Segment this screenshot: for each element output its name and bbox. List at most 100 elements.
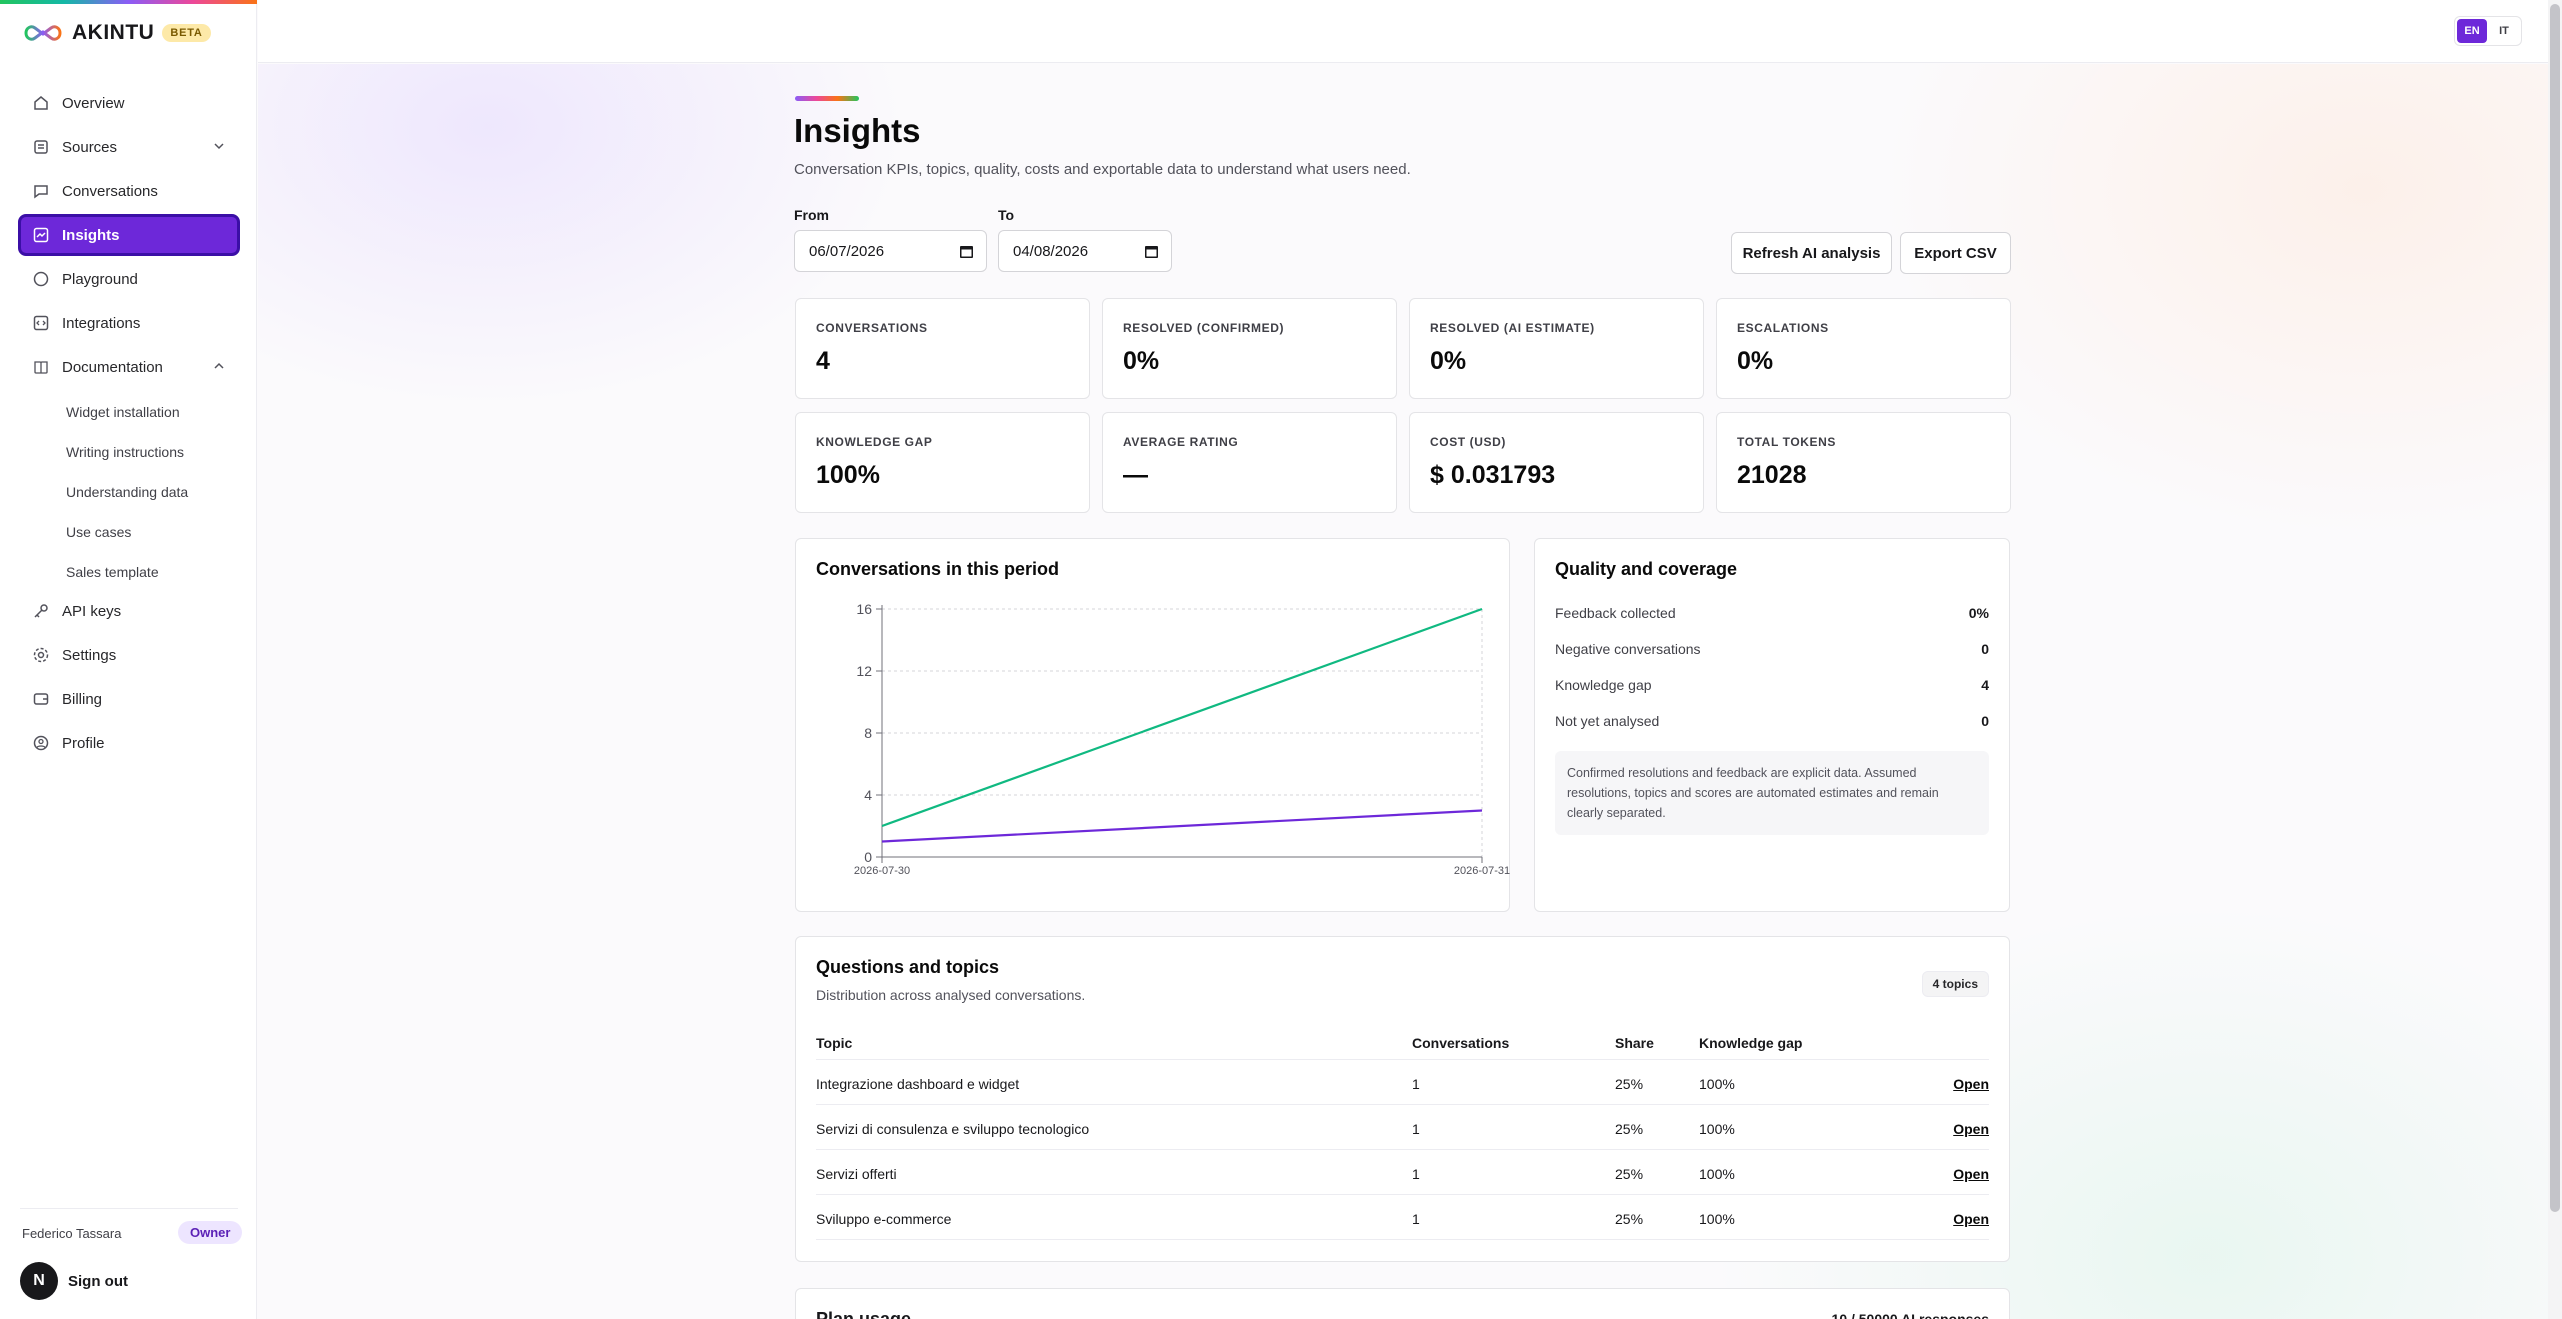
topic-share: 25% (1615, 1211, 1644, 1227)
sidebar-item-billing[interactable]: Billing (20, 680, 238, 718)
sidebar: AKINTU BETA Overview Sources Conversatio… (0, 0, 257, 1319)
open-topic-link[interactable]: Open (1953, 1076, 1989, 1092)
language-switcher: EN IT (2454, 16, 2522, 46)
kpi-card-escalations: Escalations 0% (1716, 298, 2011, 399)
sidebar-item-label: Billing (62, 690, 103, 708)
kpi-card-conversations: Conversations 4 (795, 298, 1090, 399)
sidebar-item-label: Documentation (62, 358, 163, 376)
topic-knowledge-gap: 100% (1699, 1211, 1735, 1227)
message-circle-icon (32, 270, 50, 288)
topic-name: Servizi offerti (816, 1166, 897, 1182)
quality-row-value: 4 (1981, 677, 1989, 693)
x-tick-label: 2026-07-31 (1454, 865, 1510, 877)
quality-row-label: Negative conversations (1555, 641, 1701, 657)
plan-usage-count: 10 / 50000 AI responses (1831, 1311, 1989, 1319)
sidebar-item-sources[interactable]: Sources (20, 128, 238, 166)
brand-name: AKINTU (72, 21, 155, 44)
topic-share: 25% (1615, 1121, 1644, 1137)
topic-name: Integrazione dashboard e widget (816, 1076, 1020, 1092)
topic-knowledge-gap: 100% (1699, 1121, 1735, 1137)
from-date-input[interactable]: 06/07/2026 (794, 230, 987, 272)
chevron-up-icon[interactable] (212, 359, 226, 373)
conversations-chart-card: Conversations in this period 0 4 8 12 16 2026… (795, 538, 1510, 912)
refresh-ai-analysis-button[interactable]: Refresh AI analysis (1731, 232, 1892, 274)
sidebar-item-conversations[interactable]: Conversations (20, 172, 238, 210)
open-topic-link[interactable]: Open (1953, 1121, 1989, 1137)
home-icon (32, 94, 50, 112)
kpi-value: 0% (1737, 347, 1774, 375)
sidebar-item-insights[interactable]: Insights (18, 214, 240, 256)
user-icon (32, 734, 50, 752)
docs-item-understanding-data[interactable]: Understanding data (66, 484, 189, 500)
role-badge: Owner (178, 1221, 243, 1244)
lang-en-button[interactable]: EN (2457, 19, 2487, 43)
sidebar-item-overview[interactable]: Overview (20, 84, 238, 122)
quality-row-label: Knowledge gap (1555, 677, 1652, 693)
sidebar-item-label: Settings (62, 646, 117, 664)
topic-knowledge-gap: 100% (1699, 1076, 1735, 1092)
plan-usage-card: Plan usage 10 / 50000 AI responses (795, 1288, 2010, 1319)
topic-name: Sviluppo e-commerce (816, 1211, 952, 1227)
column-header-share: Share (1615, 1035, 1654, 1051)
quality-row-value: 0 (1981, 641, 1989, 657)
x-tick-label: 2026-07-30 (854, 865, 910, 877)
sidebar-item-documentation[interactable]: Documentation (20, 348, 238, 386)
sidebar-item-api-keys[interactable]: API keys (20, 592, 238, 630)
sidebar-item-integrations[interactable]: Integrations (20, 304, 238, 342)
quality-row: Not yet analysed 0 (1555, 713, 1989, 729)
kpi-card-cost-usd: Cost (USD) $ 0.031793 (1409, 412, 1704, 513)
key-icon (32, 602, 50, 620)
logo[interactable]: AKINTU BETA (22, 20, 211, 46)
topics-title: Questions and topics (816, 957, 1000, 977)
y-tick-label: 8 (864, 725, 872, 741)
to-date-input[interactable]: 04/08/2026 (998, 230, 1172, 272)
sidebar-item-profile[interactable]: Profile (20, 724, 238, 762)
table-divider (816, 1239, 1989, 1240)
brand-gradient-bar (0, 0, 257, 4)
y-tick-label: 4 (864, 787, 872, 803)
from-label: From (794, 207, 829, 223)
docs-item-widget-installation[interactable]: Widget installation (66, 404, 180, 420)
sidebar-item-label: Insights (62, 226, 120, 244)
kpi-value: 4 (816, 347, 830, 375)
topics-card: Questions and topics Distribution across… (795, 936, 2010, 1262)
docs-item-writing-instructions[interactable]: Writing instructions (66, 444, 185, 460)
calendar-icon[interactable] (959, 244, 974, 259)
avatar: N (20, 1262, 58, 1300)
topic-conversations: 1 (1412, 1166, 1420, 1182)
scrollbar[interactable] (2548, 0, 2562, 1319)
docs-item-sales-template[interactable]: Sales template (66, 564, 159, 580)
sign-out-button[interactable]: N Sign out (20, 1262, 128, 1300)
plan-usage-title: Plan usage (816, 1309, 912, 1319)
scrollbar-thumb[interactable] (2550, 4, 2560, 1212)
lang-it-button[interactable]: IT (2499, 25, 2509, 37)
topic-name: Servizi di consulenza e sviluppo tecnolo… (816, 1121, 1090, 1137)
table-divider (816, 1194, 1989, 1195)
sidebar-item-settings[interactable]: Settings (20, 636, 238, 674)
kpi-value: 0% (1430, 347, 1467, 375)
kpi-card-resolved-confirmed: Resolved (confirmed) 0% (1102, 298, 1397, 399)
sidebar-item-label: Sources (62, 138, 118, 156)
kpi-label: Knowledge gap (816, 435, 933, 449)
chevron-down-icon[interactable] (212, 139, 226, 153)
topbar: EN IT (258, 0, 2548, 63)
open-topic-link[interactable]: Open (1953, 1166, 1989, 1182)
kpi-card-knowledge-gap: Knowledge gap 100% (795, 412, 1090, 513)
beta-badge: BETA (162, 24, 211, 42)
sidebar-item-label: Playground (62, 270, 138, 288)
column-header-knowledge-gap: Knowledge gap (1699, 1035, 1803, 1051)
open-topic-link[interactable]: Open (1953, 1211, 1989, 1227)
to-date-value: 04/08/2026 (1013, 242, 1089, 260)
topic-conversations: 1 (1412, 1121, 1420, 1137)
kpi-label: Average rating (1123, 435, 1239, 449)
quality-row-value: 0% (1968, 605, 1989, 621)
sidebar-item-playground[interactable]: Playground (20, 260, 238, 298)
sidebar-item-label: Conversations (62, 182, 158, 200)
topics-count-badge: 4 topics (1921, 971, 1989, 997)
docs-item-use-cases[interactable]: Use cases (66, 524, 132, 540)
kpi-value: 21028 (1737, 461, 1807, 489)
quality-row: Knowledge gap 4 (1555, 677, 1989, 693)
export-csv-button[interactable]: Export CSV (1900, 232, 2011, 274)
calendar-icon[interactable] (1144, 244, 1159, 259)
quality-row: Feedback collected 0% (1555, 605, 1989, 621)
